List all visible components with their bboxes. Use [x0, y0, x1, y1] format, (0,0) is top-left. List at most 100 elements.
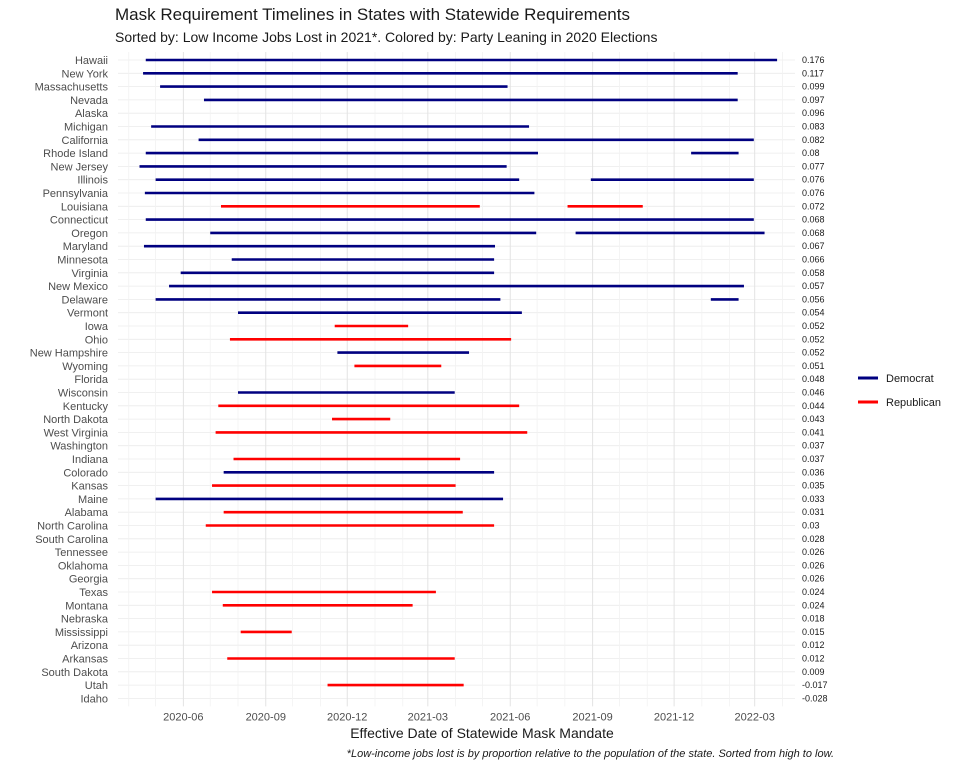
state-label: Florida: [74, 374, 109, 386]
value-label: 0.026: [802, 574, 825, 584]
value-label: 0.052: [802, 334, 825, 344]
state-label: New Jersey: [51, 161, 109, 173]
state-label: Ohio: [85, 334, 108, 346]
state-label: Illinois: [77, 175, 108, 187]
x-tick-label: 2021-12: [654, 711, 694, 723]
state-label: Pennsylvania: [43, 188, 109, 200]
state-label: Idaho: [80, 693, 108, 705]
grid: [118, 52, 795, 707]
state-label: Georgia: [69, 574, 109, 586]
x-tick-label: 2020-06: [163, 711, 203, 723]
value-label: 0.052: [802, 321, 825, 331]
value-label: 0.097: [802, 95, 825, 105]
state-label: Maryland: [63, 241, 108, 253]
state-label: Arkansas: [62, 654, 108, 666]
value-label: 0.072: [802, 201, 825, 211]
state-label: Nebraska: [61, 614, 109, 626]
state-label: Louisiana: [61, 201, 109, 213]
state-label: Iowa: [85, 321, 109, 333]
state-label: South Dakota: [41, 667, 109, 679]
value-label: 0.026: [802, 547, 825, 557]
state-label: California: [62, 135, 109, 147]
state-label: South Carolina: [35, 534, 109, 546]
state-label: Virginia: [72, 268, 109, 280]
state-label: Mississippi: [55, 627, 108, 639]
value-label: 0.117: [802, 68, 824, 78]
state-label: Utah: [85, 680, 108, 692]
value-label: 0.018: [802, 614, 825, 624]
x-tick-label: 2022-03: [735, 711, 775, 723]
value-label: 0.099: [802, 82, 825, 92]
state-label: Indiana: [72, 454, 109, 466]
state-label: Oklahoma: [58, 560, 109, 572]
value-label: 0.066: [802, 255, 825, 265]
x-tick-label: 2020-12: [327, 711, 367, 723]
value-label: 0.052: [802, 348, 825, 358]
value-label: 0.028: [802, 534, 825, 544]
x-axis-title: Effective Date of Statewide Mask Mandate: [350, 725, 614, 741]
value-label: 0.044: [802, 401, 825, 411]
state-label: Maine: [78, 494, 108, 506]
state-label: New Mexico: [48, 281, 108, 293]
x-tick-label: 2021-09: [572, 711, 612, 723]
mandate-bars: [139, 58, 778, 687]
value-label: 0.036: [802, 467, 825, 477]
state-label: Nevada: [70, 95, 109, 107]
value-label: 0.068: [802, 215, 825, 225]
state-label: Wyoming: [62, 361, 108, 373]
state-label: Hawaii: [75, 55, 108, 67]
value-label: 0.015: [802, 627, 825, 637]
value-label: 0.076: [802, 188, 825, 198]
value-label: 0.096: [802, 108, 825, 118]
state-label: Wisconsin: [58, 388, 108, 400]
value-label: 0.046: [802, 388, 825, 398]
value-label: 0.024: [802, 587, 825, 597]
state-label: Vermont: [67, 308, 108, 320]
state-label: Oregon: [71, 228, 108, 240]
value-label: 0.076: [802, 175, 825, 185]
value-label: 0.037: [802, 454, 825, 464]
state-label: Connecticut: [50, 215, 108, 227]
x-tick-label: 2020-09: [246, 711, 286, 723]
state-label: Texas: [79, 587, 108, 599]
state-label: Kansas: [71, 481, 108, 493]
state-label: Washington: [50, 441, 108, 453]
value-label: 0.068: [802, 228, 825, 238]
value-label: 0.031: [802, 507, 825, 517]
state-label: Delaware: [62, 294, 108, 306]
value-label: 0.054: [802, 308, 825, 318]
state-label: Minnesota: [57, 255, 109, 267]
legend-label-democrat: Democrat: [886, 373, 934, 385]
chart-subtitle: Sorted by: Low Income Jobs Lost in 2021*…: [115, 29, 658, 45]
state-label: Kentucky: [63, 401, 109, 413]
state-label: Massachusetts: [35, 82, 109, 94]
value-label: 0.012: [802, 654, 825, 664]
state-label: Tennessee: [55, 547, 108, 559]
value-label: 0.024: [802, 600, 825, 610]
value-label: 0.057: [802, 281, 825, 291]
state-label: Arizona: [71, 640, 109, 652]
value-label: -0.028: [802, 693, 828, 703]
value-label: 0.009: [802, 667, 825, 677]
value-label: 0.043: [802, 414, 825, 424]
state-label: Alaska: [75, 108, 109, 120]
footnote: *Low-income jobs lost is by proportion r…: [346, 748, 834, 760]
value-label: 0.083: [802, 122, 825, 132]
legend-label-republican: Republican: [886, 397, 941, 409]
state-label: Alabama: [65, 507, 109, 519]
legend: Democrat Republican: [858, 373, 941, 409]
value-label: 0.051: [802, 361, 825, 371]
value-label: 0.03: [802, 521, 820, 531]
value-label: 0.033: [802, 494, 825, 504]
value-label: 0.058: [802, 268, 825, 278]
value-label: 0.035: [802, 481, 825, 491]
value-label: -0.017: [802, 680, 828, 690]
value-label: 0.08: [802, 148, 820, 158]
value-label: 0.067: [802, 241, 825, 251]
value-label: 0.056: [802, 294, 825, 304]
value-label: 0.037: [802, 441, 825, 451]
x-tick-label: 2021-06: [490, 711, 530, 723]
x-tick-label: 2021-03: [408, 711, 448, 723]
